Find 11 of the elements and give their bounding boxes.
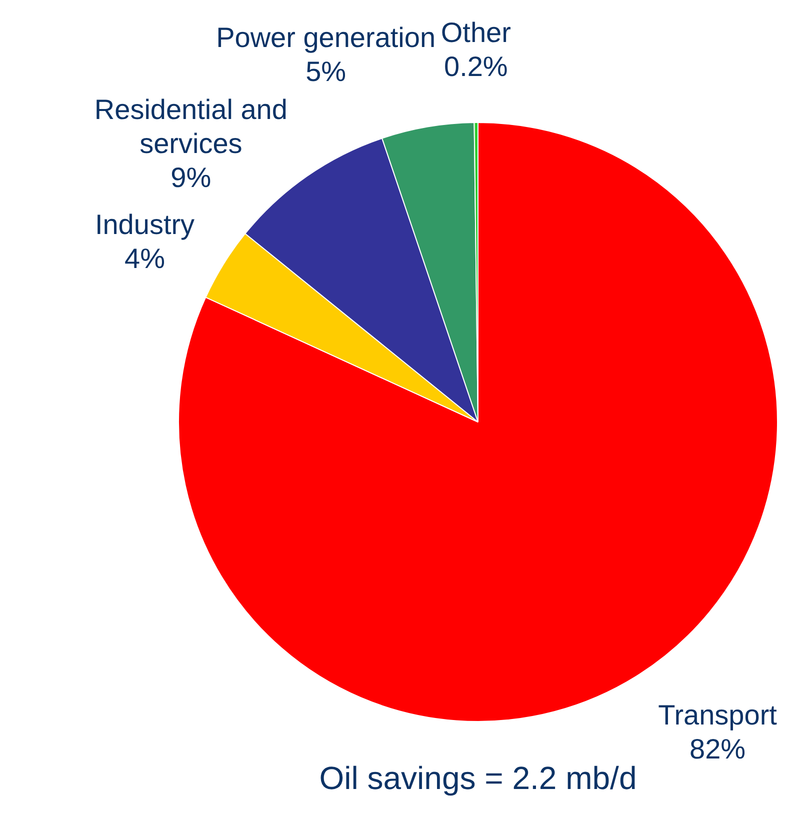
- data-label: 4%: [124, 242, 165, 274]
- slice-label: Power generation: [216, 22, 436, 53]
- slice-label: Industry: [94, 208, 195, 240]
- data-label: 9%: [170, 162, 212, 194]
- slice-label: Other: [440, 17, 511, 48]
- data-label: 82%: [690, 733, 746, 764]
- text: Oil savings = 2.2 mb/d: [319, 760, 637, 796]
- data-label: 5%: [306, 56, 346, 87]
- slice-label: Residential and services: [94, 94, 288, 160]
- data-label: 0.2%: [444, 51, 508, 82]
- slice-label: Transport: [658, 699, 778, 730]
